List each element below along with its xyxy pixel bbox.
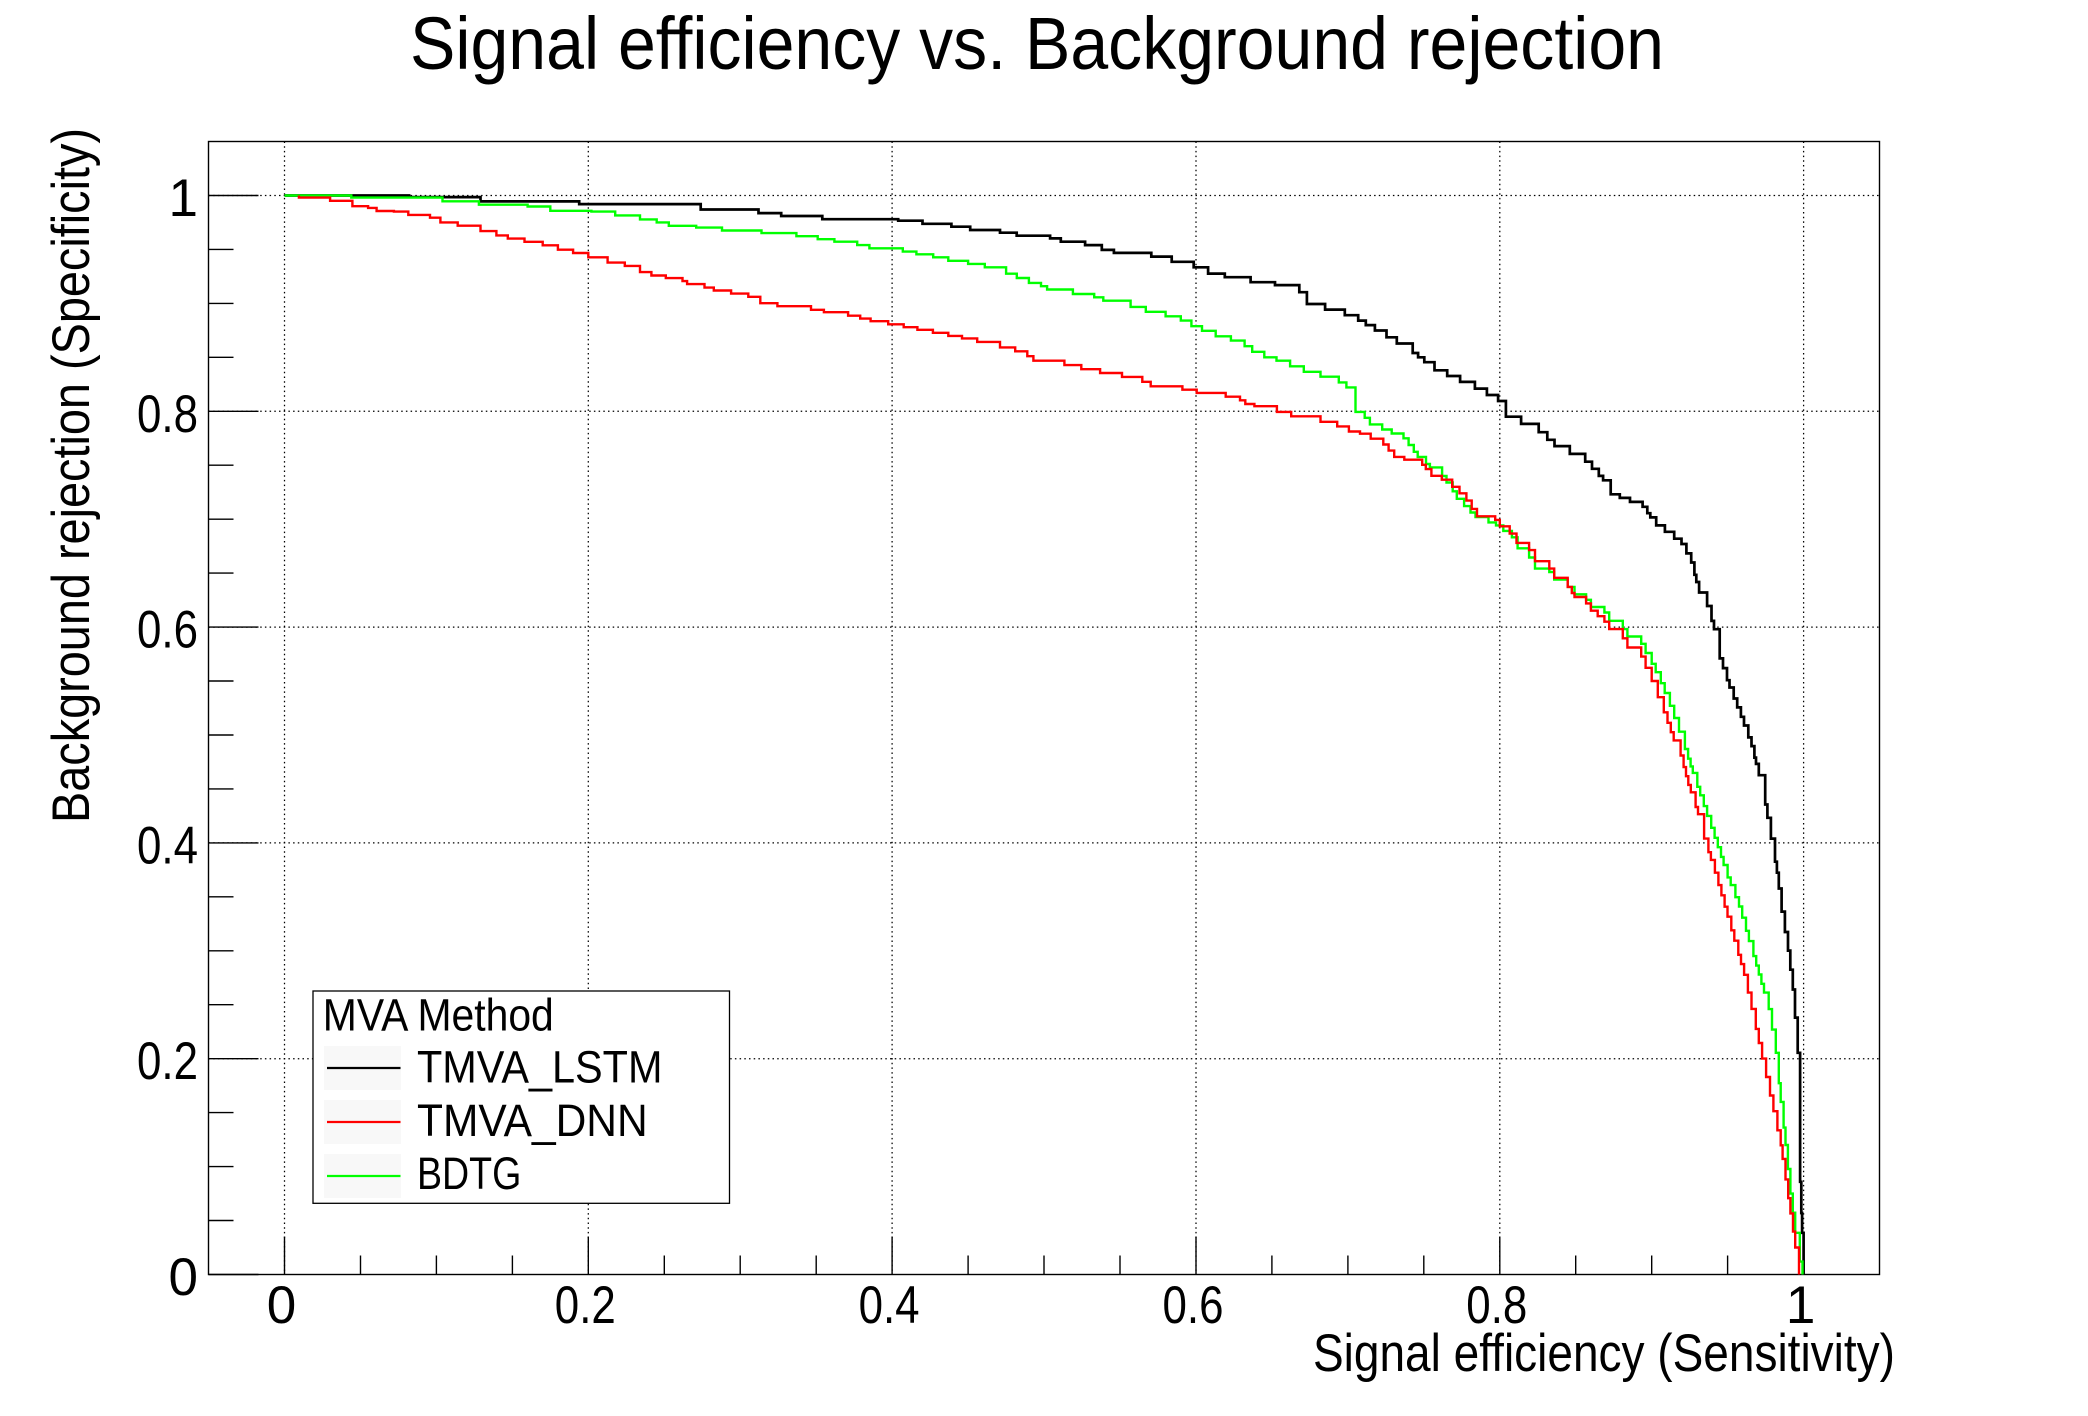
svg-text:0: 0 <box>267 1276 296 1335</box>
svg-text:0.8: 0.8 <box>137 385 198 444</box>
svg-text:0.8: 0.8 <box>1466 1276 1527 1335</box>
svg-text:Signal efficiency vs. Backgrou: Signal efficiency vs. Background rejecti… <box>410 2 1664 85</box>
svg-text:0.6: 0.6 <box>137 601 198 660</box>
svg-text:0.4: 0.4 <box>137 816 198 875</box>
svg-text:BDTG: BDTG <box>417 1148 521 1199</box>
svg-text:TMVA_DNN: TMVA_DNN <box>417 1095 648 1146</box>
svg-text:0.4: 0.4 <box>859 1276 920 1335</box>
svg-text:0: 0 <box>169 1248 198 1307</box>
svg-text:0.6: 0.6 <box>1163 1276 1224 1335</box>
svg-text:1: 1 <box>169 169 198 228</box>
svg-text:0.2: 0.2 <box>555 1276 616 1335</box>
svg-text:MVA Method: MVA Method <box>323 990 554 1041</box>
svg-text:TMVA_LSTM: TMVA_LSTM <box>417 1042 663 1093</box>
svg-text:0.2: 0.2 <box>137 1032 198 1091</box>
svg-text:1: 1 <box>1786 1276 1815 1335</box>
svg-text:Signal efficiency (Sensitivity: Signal efficiency (Sensitivity) <box>1313 1324 1895 1383</box>
svg-text:Background rejection (Specific: Background rejection (Specificity) <box>42 128 101 823</box>
